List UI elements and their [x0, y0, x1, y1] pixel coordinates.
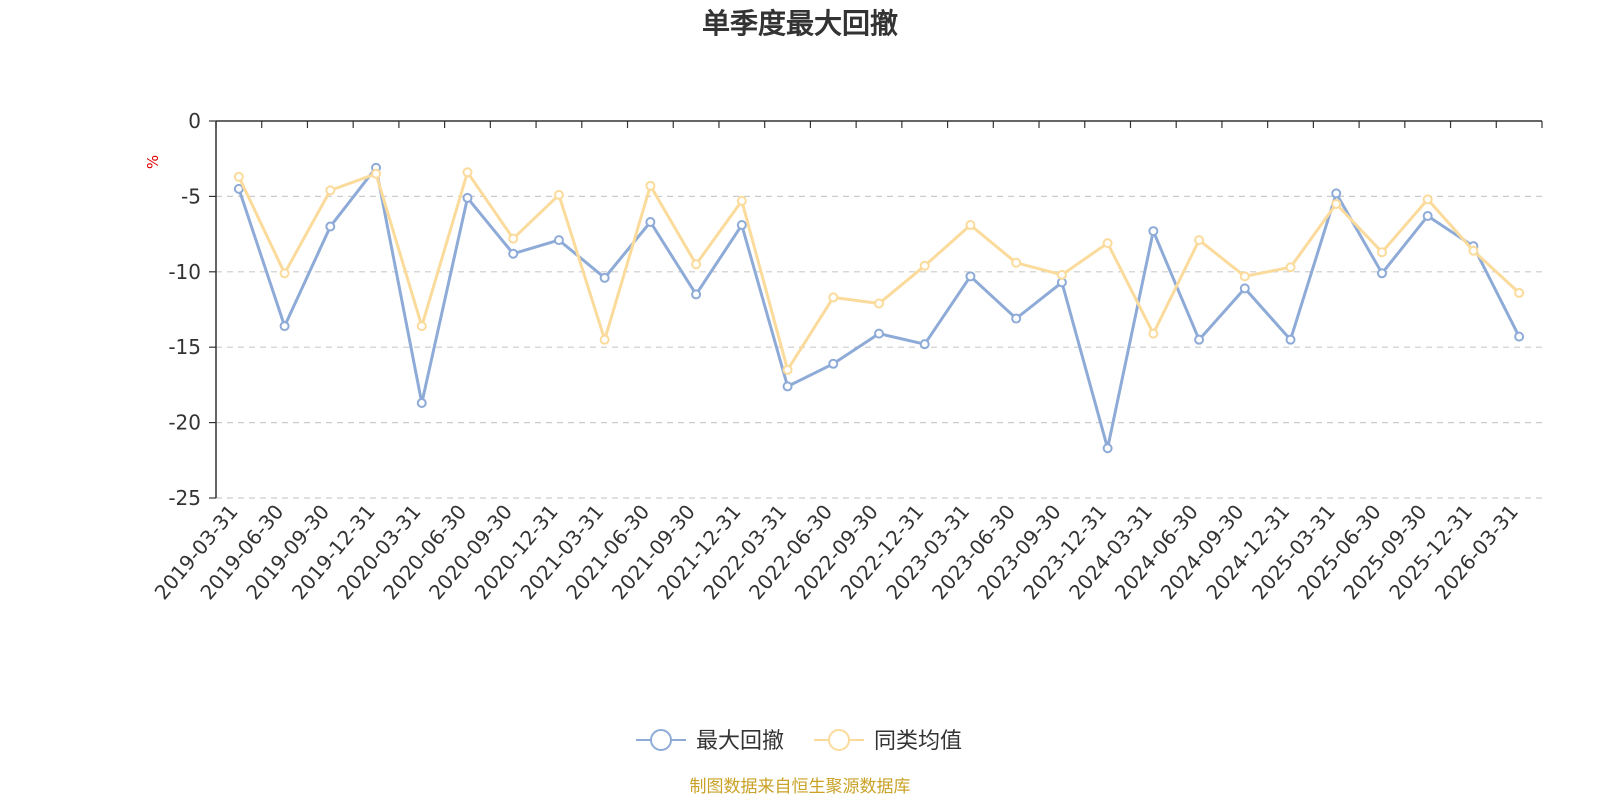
data-point[interactable] [1331, 198, 1342, 209]
y-tick-label: -10 [168, 260, 201, 284]
data-point[interactable] [1422, 194, 1433, 205]
data-point[interactable] [645, 180, 656, 191]
series-line [237, 170, 1521, 372]
data-point[interactable] [919, 339, 930, 350]
data-point[interactable] [416, 397, 427, 408]
y-tick-label: -20 [168, 411, 201, 435]
series-1 [233, 167, 1525, 375]
series-lines [233, 162, 1525, 454]
data-point[interactable] [599, 334, 610, 345]
data-point[interactable] [691, 289, 702, 300]
data-point[interactable] [965, 220, 976, 231]
data-point[interactable] [599, 272, 610, 283]
data-point[interactable] [462, 167, 473, 178]
data-point[interactable] [874, 328, 884, 339]
data-point[interactable] [1102, 443, 1113, 454]
data-point[interactable] [279, 321, 290, 332]
data-point[interactable] [1422, 211, 1433, 222]
data-point[interactable] [965, 271, 976, 282]
legend-item-max-drawdown[interactable]: 最大回撤 [636, 729, 784, 754]
data-point[interactable] [782, 364, 793, 375]
data-point[interactable] [325, 221, 336, 232]
axes [209, 120, 1543, 499]
data-point[interactable] [1148, 328, 1159, 339]
data-point[interactable] [1056, 269, 1067, 280]
data-point[interactable] [1194, 334, 1205, 345]
data-point[interactable] [508, 248, 519, 259]
series-0 [233, 162, 1525, 454]
data-point[interactable] [1376, 268, 1387, 279]
data-point[interactable] [1514, 331, 1525, 342]
y-tick-label: -5 [181, 184, 201, 208]
legend-label-peer-average: 同类均值 [874, 729, 962, 754]
data-point[interactable] [1102, 238, 1113, 249]
data-point[interactable] [782, 381, 793, 392]
data-point[interactable] [508, 233, 519, 244]
data-point[interactable] [233, 183, 244, 194]
y-axis-tick-labels: 0 -5 -10 -15 -20 -25 [168, 109, 201, 510]
data-point[interactable] [325, 185, 336, 196]
chart-title: 单季度最大回撤 [702, 7, 898, 40]
data-point[interactable] [553, 189, 564, 200]
data-point[interactable] [553, 235, 564, 246]
data-source-note: 制图数据来自恒生聚源数据库 [690, 777, 911, 797]
data-point[interactable] [279, 268, 290, 279]
data-point[interactable] [233, 171, 244, 182]
data-point[interactable] [1239, 283, 1250, 294]
data-point[interactable] [828, 358, 839, 369]
data-point[interactable] [1011, 313, 1022, 324]
data-point[interactable] [691, 259, 702, 270]
data-point[interactable] [1514, 287, 1525, 298]
data-point[interactable] [1468, 245, 1479, 256]
data-point[interactable] [1011, 257, 1022, 268]
data-point[interactable] [371, 168, 382, 179]
data-point[interactable] [1285, 334, 1296, 345]
y-tick-label: -15 [168, 335, 201, 359]
y-axis-unit: % [144, 155, 162, 169]
data-point[interactable] [1194, 235, 1205, 246]
y-tick-label: 0 [188, 109, 201, 133]
data-point[interactable] [462, 192, 473, 203]
data-point[interactable] [1376, 247, 1387, 258]
legend-label-max-drawdown: 最大回撤 [696, 729, 784, 754]
y-tick-label: -25 [168, 486, 201, 510]
data-point[interactable] [416, 321, 427, 332]
data-point[interactable] [645, 217, 656, 228]
data-point[interactable] [736, 195, 747, 206]
data-point[interactable] [919, 260, 930, 271]
data-point[interactable] [874, 298, 884, 309]
data-point[interactable] [1148, 226, 1159, 237]
x-axis-tick-labels: 2019-03-312019-06-302019-09-302019-12-31… [150, 500, 1523, 604]
grid-lines [216, 195, 1542, 499]
data-point[interactable] [1331, 188, 1342, 199]
data-point[interactable] [1239, 271, 1250, 282]
data-point[interactable] [736, 220, 747, 231]
legend[interactable]: 最大回撤 同类均值 [636, 729, 962, 754]
data-point[interactable] [1285, 262, 1296, 273]
legend-item-peer-average[interactable]: 同类均值 [814, 729, 962, 754]
data-point[interactable] [828, 292, 839, 303]
